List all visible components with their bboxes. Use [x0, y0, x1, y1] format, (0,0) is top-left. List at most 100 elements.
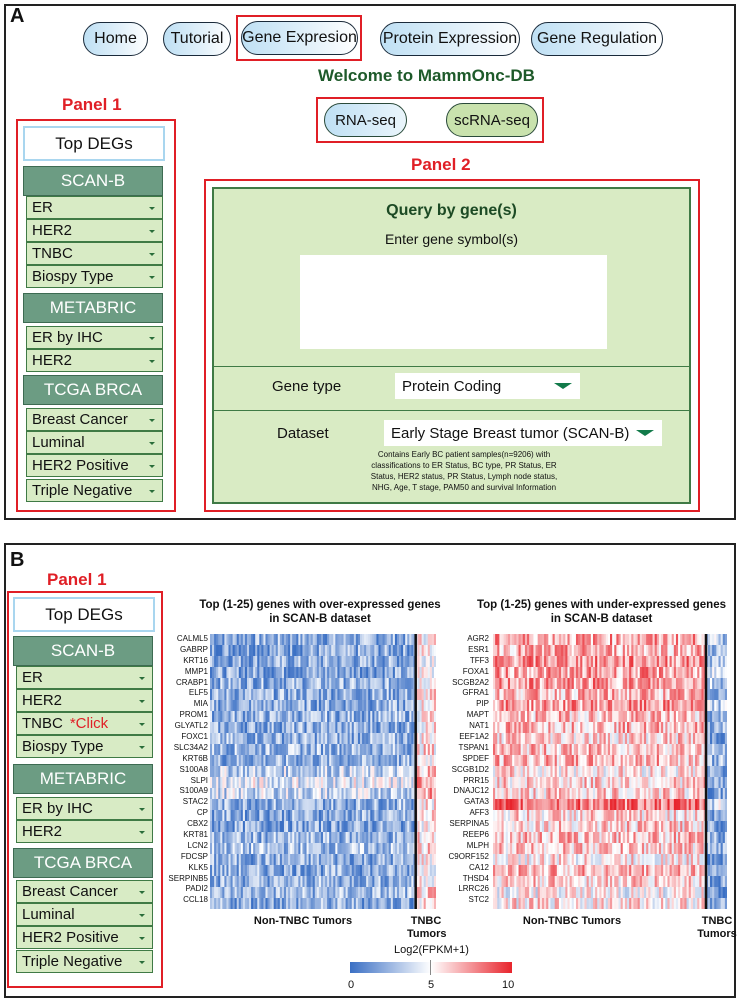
gene-label: STAC2: [182, 797, 208, 807]
top-degs-button[interactable]: Top DEGs: [23, 126, 165, 161]
sidebar-item-label: ER by IHC: [22, 800, 93, 817]
sidebar-item-biopsy-type[interactable]: Biospy Type: [16, 735, 153, 758]
nav-tutorial-button[interactable]: Tutorial: [163, 22, 231, 56]
sidebar-item-label: ER: [32, 199, 53, 216]
group-metabric-header[interactable]: METABRIC: [23, 293, 163, 323]
sidebar-item-her2[interactable]: HER2: [26, 219, 163, 242]
sidebar-item-breast-cancer[interactable]: Breast Cancer: [26, 408, 163, 431]
nav-gene-regulation-button[interactable]: Gene Regulation: [531, 22, 663, 56]
group-scanb-header[interactable]: SCAN-B: [23, 166, 163, 196]
heatmap-2-title: Top (1-25) genes with under-expressed ge…: [476, 599, 726, 625]
gene-label: GLYATL2: [174, 721, 208, 731]
group-tcga-header[interactable]: TCGA BRCA: [13, 848, 153, 878]
chevron-down-icon: [139, 699, 146, 704]
chevron-down-icon: [139, 960, 146, 965]
sidebar-item-tnbc[interactable]: TNBC *Click: [16, 712, 153, 735]
gene-label: TFF3: [469, 655, 489, 665]
sidebar-item-label: ER by IHC: [32, 329, 103, 346]
gene-label: SPDEF: [462, 753, 489, 763]
colorbar-tick-10: 10: [502, 979, 515, 991]
chevron-down-icon: [149, 489, 156, 494]
sidebar-item-triple-negative[interactable]: Triple Negative: [26, 479, 163, 502]
sidebar-item-er[interactable]: ER: [26, 196, 163, 219]
gene-label: SCGB2A2: [452, 677, 489, 687]
nav-home-button[interactable]: Home: [83, 22, 148, 56]
gene-label: THSD4: [462, 873, 489, 883]
nav-protein-expression-button[interactable]: Protein Expression: [380, 22, 520, 56]
gene-type-value: Protein Coding: [402, 377, 502, 395]
gene-label: PIP: [476, 699, 489, 709]
sidebar-item-her2-metabric[interactable]: HER2: [26, 349, 163, 372]
welcome-title: Welcome to MammOnc-DB: [318, 66, 535, 85]
sidebar-item-label: ER: [22, 669, 43, 686]
sidebar-item-biopsy-type[interactable]: Biospy Type: [26, 265, 163, 288]
sidebar-item-label: Luminal: [22, 906, 75, 923]
gene-label: SERPINB5: [168, 873, 208, 883]
sidebar-item-tnbc[interactable]: TNBC: [26, 242, 163, 265]
gene-symbol-textarea[interactable]: [300, 255, 607, 349]
panel-1-label-a: Panel 1: [62, 95, 122, 114]
gene-label: SERPINA5: [449, 819, 489, 829]
sidebar-item-her2-positive[interactable]: HER2 Positive: [16, 926, 153, 949]
rna-seq-button[interactable]: RNA-seq: [324, 103, 407, 137]
gene-label: KRT6B: [182, 753, 208, 763]
panel-2-label: Panel 2: [411, 155, 471, 174]
group-metabric-header[interactable]: METABRIC: [13, 764, 153, 794]
gene-label: PRR15: [463, 775, 489, 785]
gene-label: CCL18: [183, 895, 208, 905]
sidebar-item-luminal[interactable]: Luminal: [26, 431, 163, 454]
nav-gene-expression-button[interactable]: Gene Expresion: [241, 21, 358, 55]
sidebar-item-er-by-ihc[interactable]: ER by IHC: [26, 326, 163, 349]
chevron-down-icon: [139, 890, 146, 895]
sidebar-item-label: HER2: [22, 692, 63, 709]
gene-label: MMP1: [184, 666, 208, 676]
group-scanb-header[interactable]: SCAN-B: [13, 636, 153, 666]
heatmap-1-title: Top (1-25) genes with over-expressed gen…: [199, 599, 441, 625]
dataset-select[interactable]: Early Stage Breast tumor (SCAN-B): [384, 420, 662, 446]
gene-label: C9ORF152: [448, 851, 489, 861]
chevron-down-icon: [149, 441, 156, 446]
heatmap-2: [493, 634, 727, 909]
scrna-seq-button[interactable]: scRNA-seq: [446, 103, 538, 137]
gene-label: AGR2: [467, 634, 489, 643]
gene-label: ESR1: [468, 644, 489, 654]
sidebar-item-label: Breast Cancer: [22, 883, 118, 900]
gene-label: MIA: [193, 699, 208, 709]
sidebar-item-label: TNBC: [32, 245, 73, 262]
sidebar-item-label: HER2: [22, 823, 63, 840]
gene-label: SLC34A2: [173, 742, 208, 752]
gene-label: CP: [196, 808, 208, 818]
gene-label: S100A9: [179, 786, 208, 796]
heatmap-1-gene-list: CALML5 GABRP KRT16 MMP1 CRABP1 ELF5 MIA PROM1 GL…: [166, 634, 208, 906]
gene-label: CALML5: [176, 634, 208, 643]
chevron-down-icon: [149, 464, 156, 469]
chevron-down-icon: [139, 913, 146, 918]
gene-label: S100A8: [179, 764, 208, 774]
sidebar-item-her2-positive[interactable]: HER2 Positive: [26, 454, 163, 477]
gene-label: CA12: [468, 862, 489, 872]
gene-label: FOXC1: [181, 732, 208, 742]
sidebar-item-label: HER2 Positive: [22, 929, 119, 946]
gene-label: FOXA1: [462, 666, 489, 676]
heatmap-1-group-2: TNBC Tumors: [407, 915, 447, 940]
sidebar-item-triple-negative[interactable]: Triple Negative: [16, 950, 153, 973]
sidebar-item-her2[interactable]: HER2: [16, 689, 153, 712]
sidebar-item-her2-metabric[interactable]: HER2: [16, 820, 153, 843]
gene-label: STC2: [468, 895, 489, 905]
sidebar-item-breast-cancer[interactable]: Breast Cancer: [16, 880, 153, 903]
sidebar-item-luminal[interactable]: Luminal: [16, 903, 153, 926]
gene-label: TSPAN1: [458, 742, 489, 752]
gene-label: SLPI: [190, 775, 208, 785]
gene-type-select[interactable]: Protein Coding: [395, 373, 580, 399]
heatmap-1: [210, 634, 436, 909]
top-degs-button[interactable]: Top DEGs: [13, 597, 155, 632]
chevron-down-icon: [149, 336, 156, 341]
sidebar-item-er-by-ihc[interactable]: ER by IHC: [16, 797, 153, 820]
sidebar-item-label: HER2 Positive: [32, 457, 129, 474]
gene-label: GABRP: [179, 644, 208, 654]
panel-1-label-b: Panel 1: [47, 570, 107, 589]
group-tcga-header[interactable]: TCGA BRCA: [23, 375, 163, 405]
sidebar-item-er[interactable]: ER: [16, 666, 153, 689]
chevron-down-icon: [139, 807, 146, 812]
chevron-down-icon: [149, 206, 156, 211]
